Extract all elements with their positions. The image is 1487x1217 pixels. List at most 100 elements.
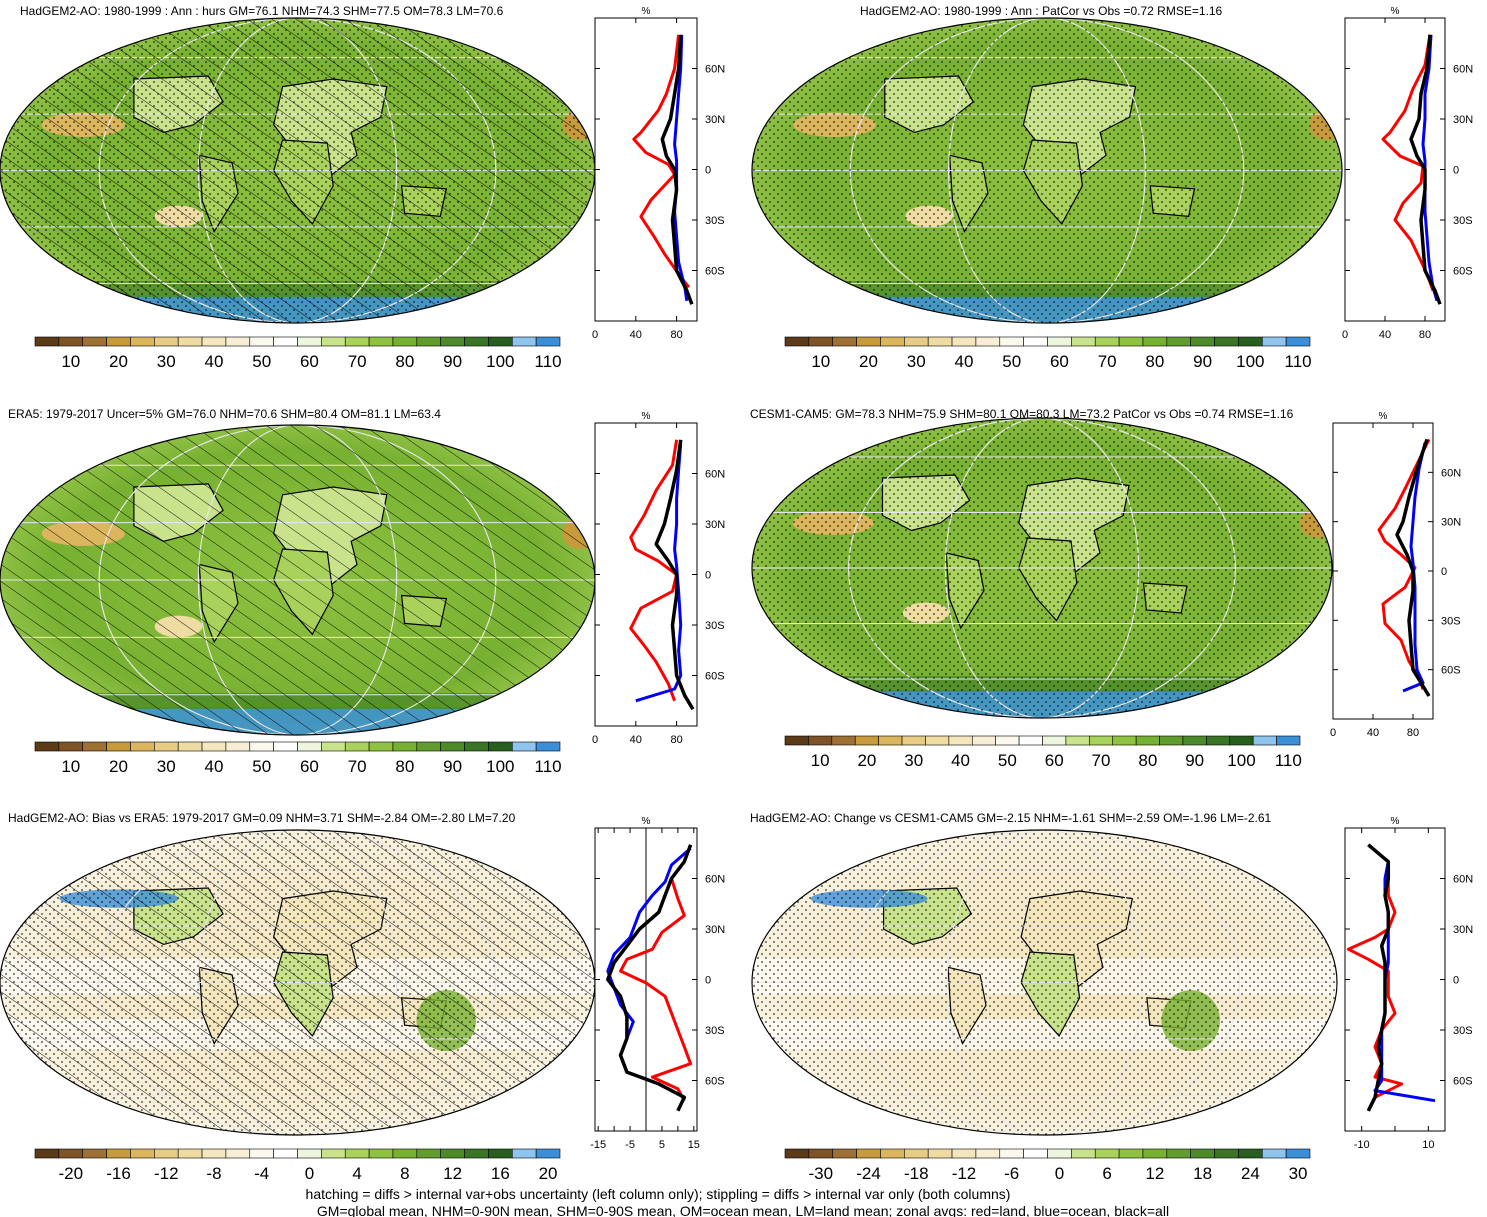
zonal-lat-label: 60S [1441,665,1461,677]
zonal-profile-land [1346,843,1404,1112]
colorbar-swatch [177,1148,203,1159]
colorbar-label: 12 [1145,1164,1164,1183]
colorbar-label: 80 [395,757,414,776]
colorbar-swatch [201,1148,227,1159]
zonal-panel-hadgem-patcor: % 0 40 80 60N 30N 0 30S 60S [1342,6,1473,341]
colorbar-swatch [808,336,834,347]
stippling-overlay [752,418,1332,718]
zonal-x-label: -10 [1354,1139,1370,1151]
stippling-overlay [752,18,1342,323]
colorbar-swatch [249,1148,274,1159]
colorbar-swatch [1071,1148,1096,1159]
panel-title: ERA5: 1979-2017 Uncer=5% GM=76.0 NHM=70.… [8,407,441,421]
colorbar-swatch [1089,735,1114,746]
colorbar-label: -12 [154,1164,179,1183]
colorbar-swatch [273,1148,298,1159]
colorbar-label: 40 [205,757,224,776]
colorbar-swatch [82,741,107,752]
colorbar-swatch [488,741,513,752]
colorbar-label: -8 [206,1164,221,1183]
zonal-lat-label: 60S [705,1076,725,1088]
colorbar-swatch [130,1148,155,1159]
colorbar-swatch [34,1148,60,1159]
colorbar-label: 110 [1275,751,1302,770]
colorbar-label: 40 [205,352,224,371]
colorbar-swatch [1166,1148,1191,1159]
map-hadgem-mean [0,17,596,324]
colorbar-swatch [297,336,322,347]
zonal-panel-hadgem-bias: % -15 -5 5 15 60N 30N 0 30S 60S [590,816,725,1151]
colorbar-swatch [1047,336,1072,347]
colorbar-label: 60 [300,757,319,776]
zonal-x-label: -5 [625,1139,635,1151]
zonal-lat-label: 30N [1453,114,1473,126]
zonal-lat-label: 30N [705,924,725,936]
colorbar-swatch [1252,735,1277,746]
colorbar-label: 60 [300,352,319,371]
colorbar-swatch [1047,1148,1072,1159]
colorbar-label: 70 [348,757,367,776]
colorbar-swatch [297,1148,322,1159]
colorbar-swatch [154,1148,179,1159]
colorbar-hadgem-mean: 10 20 30 40 50 60 70 80 90 100 110 [34,336,562,371]
colorbar-label: 90 [1185,751,1204,770]
colorbar-swatch [999,336,1024,347]
zonal-profile-all [1395,438,1431,697]
panel-hadgem-patcor: HadGEM2-AO: 1980-1999 : Ann : PatCor vs … [751,4,1473,371]
stippling-overlay [752,830,1337,1135]
colorbar-label: 90 [443,757,462,776]
colorbar-label: 80 [1145,352,1164,371]
zonal-profile-all [606,844,693,1112]
zonal-lat-label: 30N [1441,517,1461,529]
stippling-overlay [0,830,595,1135]
colorbar-swatch [344,741,370,752]
map-cesm-mean [751,417,1333,719]
panel-title: CESM1-CAM5: GM=78.3 NHM=75.9 SHM=80.1 OM… [750,407,1294,421]
zonal-panel-hadgem-change: % -10 10 60N 30N 0 30S 60S [1344,816,1473,1151]
colorbar-swatch [1112,735,1137,746]
colorbar-swatch [392,1148,418,1159]
stippling-overlay [0,18,595,323]
colorbar-label: 100 [1236,352,1264,371]
colorbar-swatch [416,1148,441,1159]
colorbar-label: 80 [1138,751,1157,770]
colorbar-swatch [999,1148,1024,1159]
footer-line-2: GM=global mean, NHM=0-90N mean, SHM=0-90… [317,1203,1169,1217]
zonal-lat-label: 60N [705,469,725,481]
hatching-overlay [0,425,595,735]
colorbar-hadgem-bias: -20 -16 -12 -8 -4 0 4 8 12 16 20 [34,1148,561,1183]
colorbar-swatch [106,741,131,752]
colorbar-swatch [832,1148,857,1159]
zonal-x-label: 0 [592,734,598,746]
colorbar-label: 16 [491,1164,510,1183]
footer-line-1: hatching = diffs > internal var+obs unce… [306,1186,1011,1202]
colorbar-swatch [971,735,996,746]
colorbar-label: 20 [109,757,128,776]
colorbar-swatch [975,1148,1001,1159]
colorbar-swatch [416,741,441,752]
colorbar-swatch [177,336,203,347]
colorbar-swatch [177,741,203,752]
colorbar-label: 70 [348,352,367,371]
zonal-x-label: 40 [630,734,642,746]
colorbar-label: 50 [998,751,1017,770]
colorbar-swatch [1261,1148,1287,1159]
colorbar-swatch [927,1148,953,1159]
colorbar-swatch [321,336,346,347]
colorbar-label: -20 [59,1164,84,1183]
colorbar-swatch [511,1148,537,1159]
colorbar-swatch [1238,336,1263,347]
colorbar-swatch [1142,336,1168,347]
colorbar-swatch [273,741,298,752]
zonal-lat-label: 30S [1441,615,1461,627]
zonal-x-label: 15 [688,1139,700,1151]
colorbar-label: 90 [1193,352,1212,371]
zonal-profile-all [1366,843,1391,1112]
panel-title: HadGEM2-AO: 1980-1999 : Ann : hurs GM=76… [20,4,504,18]
panel-hadgem-mean: HadGEM2-AO: 1980-1999 : Ann : hurs GM=76… [0,4,725,371]
zonal-lat-label: 60S [1453,1076,1473,1088]
colorbar-swatch [1065,735,1090,746]
panel-era5-mean: ERA5: 1979-2017 Uncer=5% GM=76.0 NHM=70.… [0,407,725,776]
colorbar-swatch [273,336,298,347]
colorbar-swatch [808,1148,834,1159]
